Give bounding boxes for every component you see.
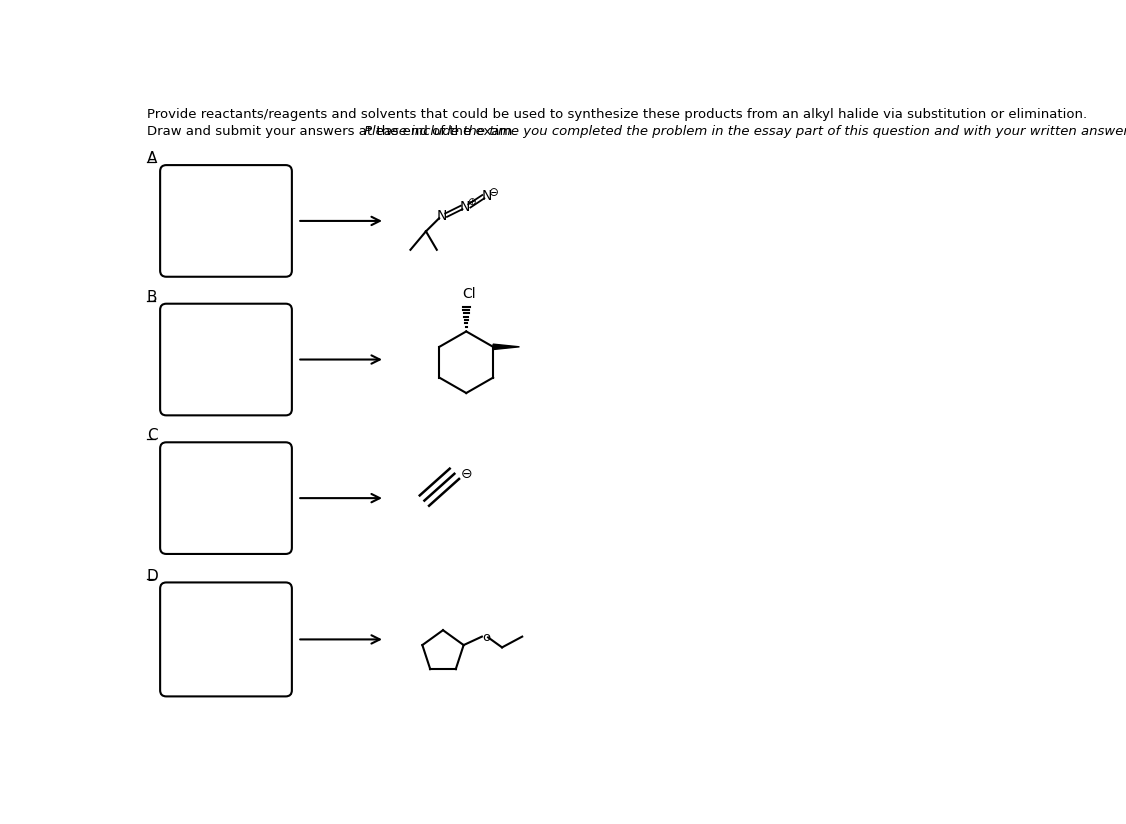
- Text: ⊖: ⊖: [489, 185, 499, 199]
- Text: ⊕: ⊕: [467, 197, 476, 207]
- Text: Draw and submit your answers at the end of the exam.: Draw and submit your answers at the end …: [148, 125, 520, 138]
- Text: B: B: [148, 290, 158, 305]
- FancyBboxPatch shape: [160, 304, 292, 415]
- Text: A: A: [148, 152, 158, 166]
- FancyBboxPatch shape: [160, 442, 292, 554]
- Text: D: D: [148, 569, 159, 583]
- Text: ⊖: ⊖: [461, 467, 473, 481]
- Text: Provide reactants/reagents and solvents that could be used to synthesize these p: Provide reactants/reagents and solvents …: [148, 108, 1087, 121]
- Text: N: N: [459, 199, 470, 213]
- Polygon shape: [493, 344, 519, 349]
- FancyBboxPatch shape: [160, 583, 292, 696]
- Text: N: N: [436, 209, 447, 223]
- FancyBboxPatch shape: [160, 165, 292, 277]
- Text: Please include the time you completed the problem in the essay part of this ques: Please include the time you completed th…: [364, 125, 1126, 138]
- Text: C: C: [148, 428, 158, 443]
- Text: Cl: Cl: [463, 287, 476, 301]
- Text: N: N: [481, 189, 492, 203]
- Text: o: o: [483, 631, 491, 644]
